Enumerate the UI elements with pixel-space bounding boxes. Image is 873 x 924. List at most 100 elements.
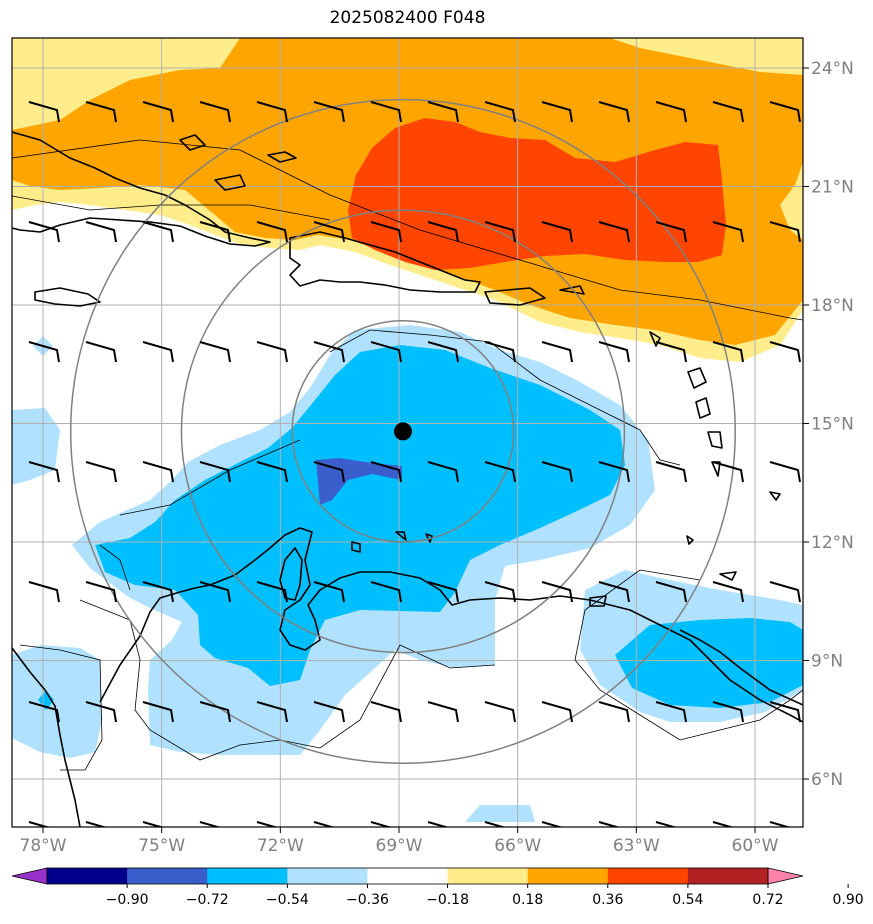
wind-barb bbox=[142, 101, 174, 123]
lat-tick-label: 12°N bbox=[811, 533, 854, 553]
range-ring bbox=[180, 209, 626, 654]
wind-barb bbox=[655, 101, 687, 123]
wind-barb bbox=[541, 341, 573, 363]
wind-barb bbox=[85, 701, 117, 723]
wind-barb bbox=[370, 701, 402, 723]
wind-barb bbox=[313, 461, 345, 483]
wind-barb bbox=[199, 701, 231, 723]
wind-barb bbox=[484, 701, 516, 723]
colorbar-segment bbox=[367, 868, 449, 884]
storm-center-marker bbox=[393, 422, 412, 441]
wind-barb bbox=[256, 101, 288, 123]
wind-barb bbox=[712, 461, 744, 483]
wind-barb bbox=[85, 461, 117, 483]
colorbar-tick-label: 0.72 bbox=[752, 892, 783, 908]
colorbar-segment bbox=[287, 868, 368, 884]
coastlines bbox=[12, 131, 803, 827]
negative-anomaly-light-s bbox=[465, 805, 535, 822]
wind-barb bbox=[28, 221, 60, 243]
wind-barb bbox=[313, 221, 345, 243]
wind-barb bbox=[541, 701, 573, 723]
colorbar-segment bbox=[447, 868, 529, 884]
wind-barb bbox=[199, 221, 231, 243]
negative-anomaly-light-w bbox=[12, 408, 60, 485]
wind-barb bbox=[142, 221, 174, 243]
colorbar-tick-label: 0.18 bbox=[512, 892, 543, 908]
lon-tick-label: 60°W bbox=[732, 836, 779, 856]
lat-tick-label: 21°N bbox=[811, 178, 854, 198]
wind-barb bbox=[712, 581, 744, 603]
wind-barb bbox=[370, 341, 402, 363]
wind-barb bbox=[370, 461, 402, 483]
wind-barb bbox=[712, 701, 744, 723]
wind-barb bbox=[598, 461, 630, 483]
wind-barb bbox=[85, 581, 117, 603]
wind-barb bbox=[28, 101, 60, 123]
wind-barb bbox=[655, 821, 678, 827]
range-ring bbox=[291, 320, 515, 543]
lon-tick-label: 69°W bbox=[376, 836, 423, 856]
wind-barb bbox=[769, 101, 801, 123]
wind-barb bbox=[712, 101, 744, 123]
wind-barb bbox=[256, 581, 288, 603]
negative-anomaly-cyan bbox=[95, 345, 625, 686]
wind-barb bbox=[313, 581, 345, 603]
wind-barb bbox=[427, 101, 459, 123]
wind-barb bbox=[313, 341, 345, 363]
wind-barb bbox=[598, 341, 630, 363]
wind-barb bbox=[484, 581, 516, 603]
wind-barb bbox=[256, 341, 288, 363]
wind-barb bbox=[28, 341, 60, 363]
colorbar-segment bbox=[47, 868, 128, 884]
wind-barb bbox=[484, 461, 516, 483]
wind-barb bbox=[769, 221, 801, 243]
wind-barb bbox=[484, 101, 516, 123]
colorbar-segment bbox=[207, 868, 288, 884]
range-ring bbox=[69, 98, 736, 764]
wind-barb bbox=[427, 701, 459, 723]
wind-barb bbox=[541, 461, 573, 483]
wind-barb bbox=[199, 461, 231, 483]
wind-barb bbox=[85, 221, 117, 243]
wind-barb bbox=[313, 701, 345, 723]
wind-barb bbox=[28, 581, 60, 603]
colorbar-outline bbox=[46, 867, 769, 885]
colorbar-segment bbox=[687, 868, 769, 884]
wind-barb bbox=[655, 341, 687, 363]
colorbar-segment bbox=[607, 868, 689, 884]
wind-barb bbox=[427, 221, 459, 243]
wind-barb bbox=[769, 701, 801, 723]
wind-barb bbox=[199, 821, 222, 827]
wind-barb bbox=[484, 821, 507, 827]
colorbar-tick-label: −0.90 bbox=[106, 892, 149, 908]
colorbar: −0.90 −0.72 −0.54 −0.36 −0.18 0.18 0.36 0.54 0.7… bbox=[11, 867, 864, 908]
map-grid bbox=[12, 38, 803, 827]
wind-barb bbox=[256, 221, 288, 243]
wind-barb bbox=[28, 821, 51, 827]
wind-barb bbox=[313, 101, 345, 123]
wind-barb bbox=[598, 101, 630, 123]
wind-barb bbox=[655, 581, 687, 603]
wind-barb bbox=[85, 341, 117, 363]
wind-barb bbox=[199, 581, 231, 603]
wind-barb bbox=[598, 701, 630, 723]
lon-tick-label: 63°W bbox=[613, 836, 660, 856]
wind-barb bbox=[769, 341, 801, 363]
wind-barb bbox=[427, 341, 459, 363]
lat-tick-label: 6°N bbox=[811, 770, 843, 790]
wind-barb bbox=[199, 101, 231, 123]
colorbar-tick-label: 0.90 bbox=[833, 892, 864, 908]
wind-barb bbox=[598, 581, 630, 603]
wind-barb bbox=[256, 701, 288, 723]
wind-barb bbox=[598, 821, 621, 827]
lat-tick-label: 24°N bbox=[811, 59, 854, 79]
wind-barb bbox=[769, 581, 801, 603]
wind-barb bbox=[427, 461, 459, 483]
wind-barb bbox=[427, 821, 450, 827]
latitude-axis: 6°N 9°N 12°N 15°N 18°N 21°N 24°N bbox=[803, 59, 854, 790]
longitude-axis: 78°W 75°W 72°W 69°W 66°W 63°W 60°W bbox=[20, 827, 779, 856]
wind-barbs bbox=[28, 101, 801, 827]
wind-barb bbox=[85, 101, 117, 123]
wind-barb bbox=[142, 701, 174, 723]
